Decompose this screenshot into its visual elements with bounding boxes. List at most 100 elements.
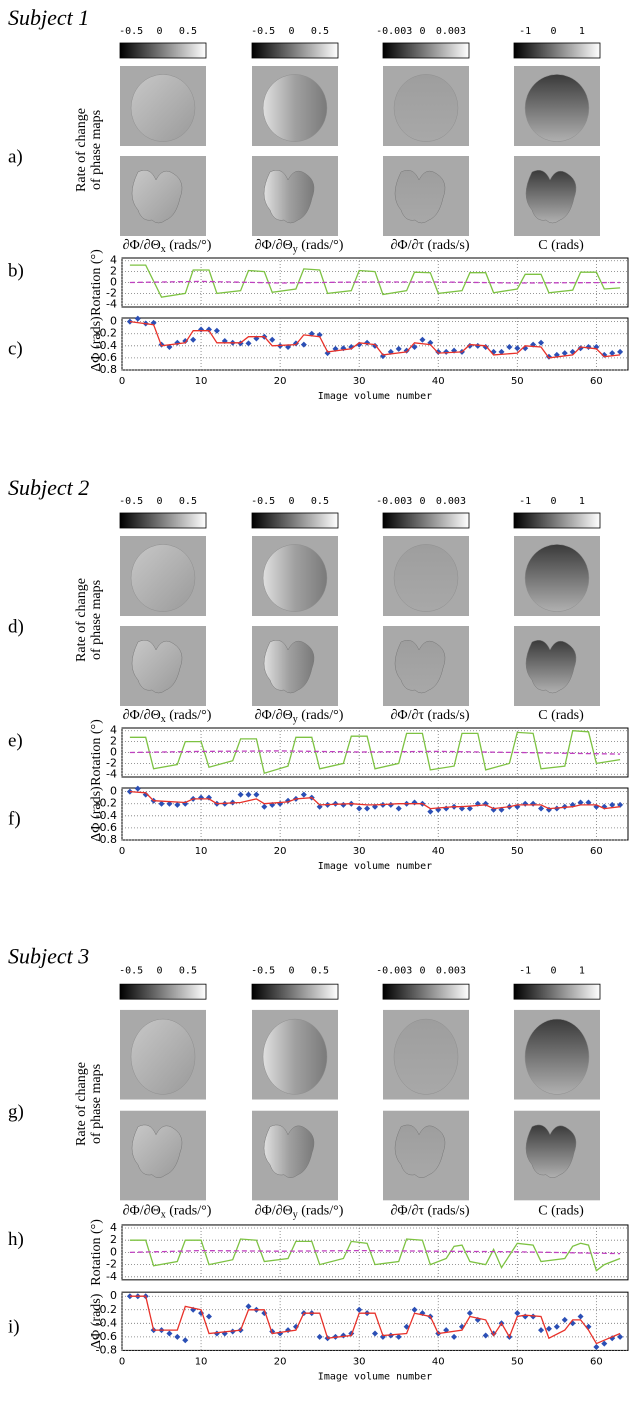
- map-label-text: ∂Φ/∂τ (rads/s): [390, 1204, 469, 1219]
- data-point: [245, 791, 252, 798]
- phase-map-brain: [393, 1018, 459, 1095]
- data-point: [300, 791, 307, 798]
- colorbar: [513, 512, 601, 529]
- phase-map-brain: [524, 1018, 590, 1095]
- series-group: [126, 315, 624, 360]
- data-point: [182, 1337, 189, 1344]
- x-tick-label: 50: [511, 846, 524, 857]
- y-tick-label: 0: [110, 315, 117, 328]
- phase-map-brain: [525, 170, 577, 224]
- colorbar: [513, 983, 601, 1000]
- data-point: [205, 1313, 212, 1320]
- colorbar: [119, 42, 207, 59]
- colorbar-label: -1: [519, 966, 531, 977]
- y-tick-label: -2: [106, 1258, 117, 1271]
- x-tick-label: 0: [119, 1356, 125, 1367]
- map-label-subscript: y: [293, 244, 298, 255]
- x-tick-label: 40: [432, 846, 445, 857]
- data-point: [561, 350, 568, 357]
- map-axis-label: Rate of change: [74, 1062, 89, 1146]
- panel-letter: b): [8, 260, 24, 281]
- colorbar-label: 0: [551, 966, 557, 977]
- colorbar-label: 0.5: [311, 496, 329, 507]
- y-axis-label: Rotation (°): [89, 719, 104, 786]
- x-tick-label: 30: [353, 846, 366, 857]
- x-tick-label: 40: [432, 376, 445, 387]
- x-tick-label: 60: [590, 1356, 603, 1367]
- data-point: [261, 803, 268, 810]
- phase-map-brain: [130, 74, 196, 142]
- data-point: [134, 315, 141, 322]
- data-point: [364, 805, 371, 812]
- y-tick-label: 0: [110, 276, 117, 289]
- phase-map-brain: [524, 74, 590, 142]
- map-label: C (rads): [538, 708, 584, 723]
- colorbar: [119, 983, 207, 1000]
- colorbar-label: 0.003: [436, 496, 466, 507]
- data-point: [538, 805, 545, 812]
- colorbar-label: 0: [420, 966, 426, 977]
- map-label: ∂Φ/∂Θx (rads/°): [123, 1204, 212, 1221]
- data-point: [237, 791, 244, 798]
- data-point: [245, 1303, 252, 1310]
- phase-map-brain: [263, 170, 315, 224]
- colorbar-label: -1: [519, 496, 531, 507]
- map-label-text: ∂Φ/∂τ (rads/s): [390, 238, 469, 253]
- map-axis-label: of phase maps: [89, 110, 104, 190]
- data-point: [593, 1344, 600, 1351]
- data-point: [514, 345, 521, 352]
- map-label-unit: (rads/°): [298, 238, 344, 253]
- map-label-text: ∂Φ/∂Θ: [123, 238, 161, 253]
- colorbar-label: 0.003: [436, 966, 466, 977]
- map-label: ∂Φ/∂Θy (rads/°): [255, 708, 344, 725]
- panel-letter: h): [8, 1229, 24, 1250]
- colorbar: [382, 42, 470, 59]
- data-point: [506, 344, 513, 351]
- map-label-subscript: x: [161, 244, 166, 255]
- data-point: [134, 785, 141, 792]
- colorbar-label: 0: [289, 26, 295, 37]
- series-group: [129, 264, 621, 298]
- data-point: [601, 1340, 608, 1347]
- phase-map-brain: [131, 640, 183, 694]
- y-tick-label: 2: [110, 265, 117, 278]
- y-tick-label: -4: [106, 1270, 117, 1283]
- colorbar-label: 0.003: [436, 26, 466, 37]
- y-tick-label: 4: [110, 1221, 117, 1234]
- series-group: [129, 1238, 621, 1272]
- map-label: ∂Φ/∂τ (rads/s): [390, 708, 469, 723]
- series-group: [129, 730, 621, 775]
- colorbar-label: -0.5: [251, 966, 275, 977]
- data-point: [356, 805, 363, 812]
- data-point: [451, 1333, 458, 1340]
- map-label-text: ∂Φ/∂τ (rads/s): [390, 708, 469, 723]
- data-point: [561, 1316, 568, 1323]
- map-label-text: C (rads): [538, 1204, 584, 1219]
- colorbar-label: 0.5: [179, 26, 197, 37]
- map-axis-label: of phase maps: [89, 1064, 104, 1144]
- colorbar-label: -0.003: [376, 966, 412, 977]
- data-line: [129, 1238, 621, 1272]
- data-point: [514, 1310, 521, 1317]
- data-point: [538, 1327, 545, 1334]
- x-tick-label: 30: [353, 1356, 366, 1367]
- y-tick-label: -0.2: [96, 797, 117, 810]
- colorbar: [251, 42, 339, 59]
- phase-map-brain: [263, 1124, 315, 1178]
- phase-map-brain: [262, 544, 328, 612]
- colorbar: [119, 512, 207, 529]
- data-point: [609, 801, 616, 808]
- panel-letter: f): [8, 808, 21, 829]
- y-tick-label: -0.6: [96, 351, 117, 364]
- y-tick-label: -2: [106, 286, 117, 299]
- y-tick-label: -0.6: [96, 821, 117, 834]
- x-tick-label: 60: [590, 846, 603, 857]
- colorbar: [251, 512, 339, 529]
- y-tick-label: -0.2: [96, 327, 117, 340]
- y-tick-label: 4: [110, 724, 117, 737]
- data-point: [166, 1330, 173, 1337]
- y-axis-label: Rotation (°): [89, 249, 104, 316]
- map-label: ∂Φ/∂τ (rads/s): [390, 1204, 469, 1219]
- colorbar-label: 0: [551, 26, 557, 37]
